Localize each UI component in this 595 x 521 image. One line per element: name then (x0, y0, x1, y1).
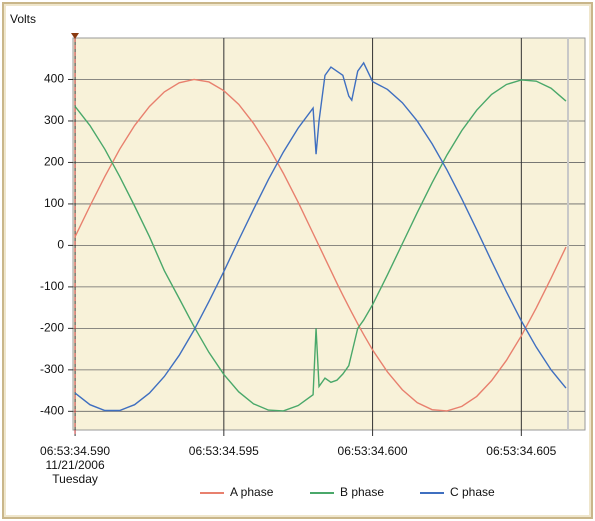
x-tick-label: 06:53:34.600 (337, 444, 408, 458)
y-axis-label: Volts (10, 12, 36, 26)
x-tick-label: 06:53:34.605 (486, 444, 557, 458)
x-tick-label: 06:53:34.590 11/21/2006 Tuesday (40, 444, 111, 486)
y-tick-label: 400 (44, 72, 64, 86)
y-tick-label: -300 (40, 362, 64, 376)
series-line (74, 61, 567, 412)
y-tick-label: 0 (57, 238, 64, 252)
y-tick-label: 300 (44, 113, 64, 127)
plot-area (72, 37, 586, 431)
y-tick-label: -200 (40, 321, 64, 335)
cursor-marker (71, 33, 79, 39)
y-tick-label: -400 (40, 404, 64, 418)
legend-label: A phase (230, 485, 274, 499)
legend-label: C phase (450, 485, 495, 499)
y-tick-label: -100 (40, 279, 64, 293)
series-line (74, 78, 567, 412)
x-tick-label: 06:53:34.595 (188, 444, 259, 458)
series-line (74, 79, 567, 412)
legend-label: B phase (340, 485, 384, 499)
y-tick-label: 200 (44, 155, 64, 169)
y-tick-label: 100 (44, 196, 64, 210)
